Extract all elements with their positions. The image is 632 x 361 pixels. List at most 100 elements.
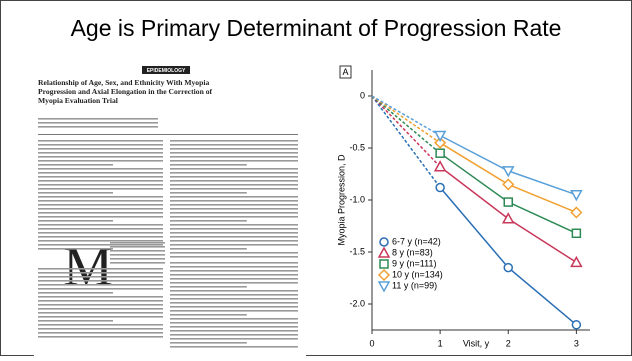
text-line <box>170 152 298 154</box>
text-line <box>170 274 298 276</box>
text-line <box>170 322 298 324</box>
text-line <box>38 184 163 186</box>
text-line <box>110 242 165 244</box>
text-line <box>170 200 298 202</box>
text-line <box>38 148 163 150</box>
text-line <box>170 144 298 146</box>
text-line <box>170 282 298 284</box>
text-line <box>38 176 163 178</box>
text-line <box>170 252 298 254</box>
text-line <box>38 272 163 274</box>
text-line <box>38 328 163 330</box>
marker <box>436 184 444 192</box>
text-line <box>38 156 163 158</box>
text-line <box>38 192 113 194</box>
slide-title: Age is Primary Determinant of Progressio… <box>71 15 562 41</box>
text-line <box>38 240 163 242</box>
text-line <box>170 338 298 340</box>
text-line <box>170 140 298 142</box>
marker <box>572 321 580 329</box>
text-line <box>38 152 163 154</box>
text-line <box>38 332 163 334</box>
y-tick-label: -0.5 <box>349 142 365 152</box>
marker <box>504 264 512 272</box>
text-line <box>38 180 163 182</box>
slide: Age is Primary Determinant of Progressio… <box>0 0 632 356</box>
text-line <box>170 212 298 214</box>
text-line <box>170 306 298 308</box>
y-tick-label: 0 <box>360 90 365 100</box>
y-tick-label: -1.0 <box>349 194 365 204</box>
text-line <box>170 334 298 336</box>
text-line <box>170 188 298 190</box>
legend-label: 8 y (n=83) <box>392 247 433 257</box>
text-line <box>38 208 163 210</box>
text-line <box>38 312 163 314</box>
text-line <box>38 172 163 174</box>
text-line <box>38 300 163 302</box>
paper-thumbnail: EPIDEMIOLOGY Relationship of Age, Sex, a… <box>34 60 306 356</box>
text-line <box>170 302 298 304</box>
text-line <box>170 294 298 296</box>
text-line <box>38 144 163 146</box>
text-line <box>38 212 163 214</box>
legend-marker <box>380 260 388 268</box>
text-line <box>38 324 163 326</box>
text-line <box>170 248 247 250</box>
marker <box>504 198 512 206</box>
x-tick-label: 3 <box>574 338 579 348</box>
text-line <box>170 286 247 288</box>
rule <box>38 134 298 135</box>
text-line <box>38 220 113 222</box>
text-line <box>170 314 247 316</box>
text-line <box>170 172 298 174</box>
text-line <box>170 240 298 242</box>
text-line <box>170 346 298 348</box>
text-line <box>170 176 298 178</box>
text-line <box>38 164 113 166</box>
text-line <box>170 262 298 264</box>
text-line <box>38 268 163 270</box>
text-line <box>170 342 247 344</box>
text-line <box>170 148 298 150</box>
text-line <box>170 184 298 186</box>
text-line <box>170 236 298 238</box>
text-line <box>170 290 298 292</box>
text-line <box>38 204 163 206</box>
paper-title-box: Relationship of Age, Sex, and Ethnicity … <box>38 78 238 114</box>
text-line <box>38 224 163 226</box>
text-line <box>170 180 298 182</box>
x-tick-label: 1 <box>438 338 443 348</box>
text-line <box>38 320 113 322</box>
text-line <box>38 288 163 290</box>
text-line <box>170 318 298 320</box>
text-line <box>110 246 165 248</box>
text-line <box>38 160 163 162</box>
text-line <box>110 250 165 252</box>
text-line <box>170 156 298 158</box>
text-line <box>170 192 247 194</box>
text-line <box>110 254 165 256</box>
text-line <box>38 216 163 218</box>
text-line <box>38 248 113 250</box>
text-line <box>170 326 298 328</box>
text-line <box>38 140 163 142</box>
text-line <box>38 196 163 198</box>
text-line <box>38 316 163 318</box>
text-line <box>170 330 298 332</box>
text-line <box>38 236 163 238</box>
text-line <box>170 204 298 206</box>
x-tick-label: 0 <box>369 338 374 348</box>
text-line <box>38 292 113 294</box>
text-line <box>170 232 298 234</box>
text-line <box>38 308 163 310</box>
text-line <box>170 220 247 222</box>
text-line <box>38 232 163 234</box>
y-tick-label: -1.5 <box>349 246 365 256</box>
text-line <box>170 164 247 166</box>
text-line <box>170 168 298 170</box>
text-line <box>170 310 298 312</box>
y-axis-label: Myopia Progression, D <box>336 154 346 246</box>
x-tick-label: 2 <box>506 338 511 348</box>
paper-title: Relationship of Age, Sex, and Ethnicity … <box>38 78 238 105</box>
